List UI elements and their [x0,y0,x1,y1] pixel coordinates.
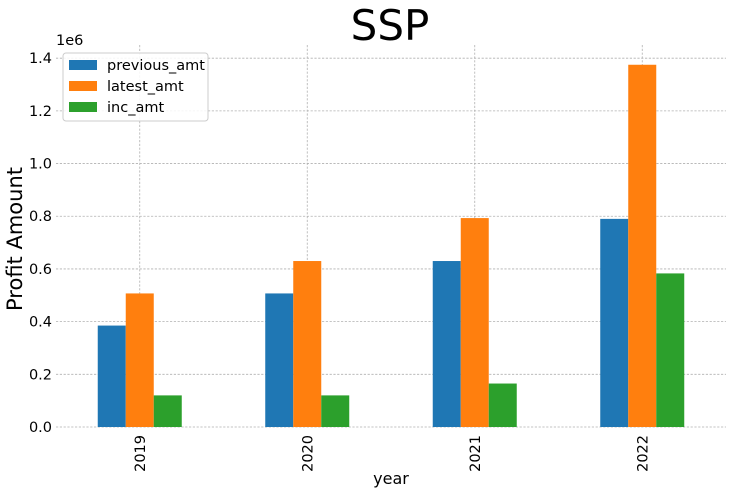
x-tick-label: 2022 [635,435,651,472]
bar-inc_amt-2020 [321,395,350,427]
y-tick-label: 0.0 [29,420,52,436]
chart-title: SSP [351,1,430,50]
legend-swatch-latest_amt [69,81,97,91]
y-tick-label: 0.4 [29,315,52,331]
legend-label-latest_amt: latest_amt [107,79,184,95]
x-axis-label: year [373,469,409,488]
bar-previous_amt-2022 [600,218,629,427]
legend-swatch-previous_amt [69,60,97,70]
y-tick-label: 0.2 [29,367,52,383]
y-tick-label: 1.4 [29,51,52,67]
legend-label-inc_amt: inc_amt [107,100,164,116]
bar-inc_amt-2019 [153,395,182,427]
y-tick-label: 1.0 [29,157,52,173]
y-tick-label: 0.6 [29,262,52,278]
bar-previous_amt-2019 [97,325,126,427]
x-tick-label: 2019 [133,435,149,472]
bar-latest_amt-2021 [460,218,489,427]
bar-latest_amt-2019 [125,293,154,427]
bars [97,64,685,428]
legend-frame [62,52,209,122]
x-tick-label: 2020 [300,435,316,472]
y-axis-ticks: 0.0 0.2 0.4 0.6 0.8 1.0 1.2 1.4 [29,51,52,436]
bar-inc_amt-2021 [488,383,517,427]
y-axis-label: Profit Amount [3,167,27,311]
bar-previous_amt-2020 [265,293,294,427]
legend-swatch-inc_amt [69,102,97,112]
y-tick-label: 0.8 [29,209,52,225]
legend: previous_amt latest_amt inc_amt [62,52,209,122]
bar-latest_amt-2020 [293,261,322,427]
y-tick-label: 1.2 [29,104,52,120]
y-offset-label: 1e6 [56,33,83,49]
x-tick-label: 2021 [468,435,484,472]
legend-label-previous_amt: previous_amt [107,58,205,74]
x-axis-ticks: 2019 2020 2021 2022 [133,435,652,472]
bar-latest_amt-2022 [628,64,657,428]
bar-previous_amt-2021 [432,261,461,427]
bar-inc_amt-2022 [656,273,685,427]
